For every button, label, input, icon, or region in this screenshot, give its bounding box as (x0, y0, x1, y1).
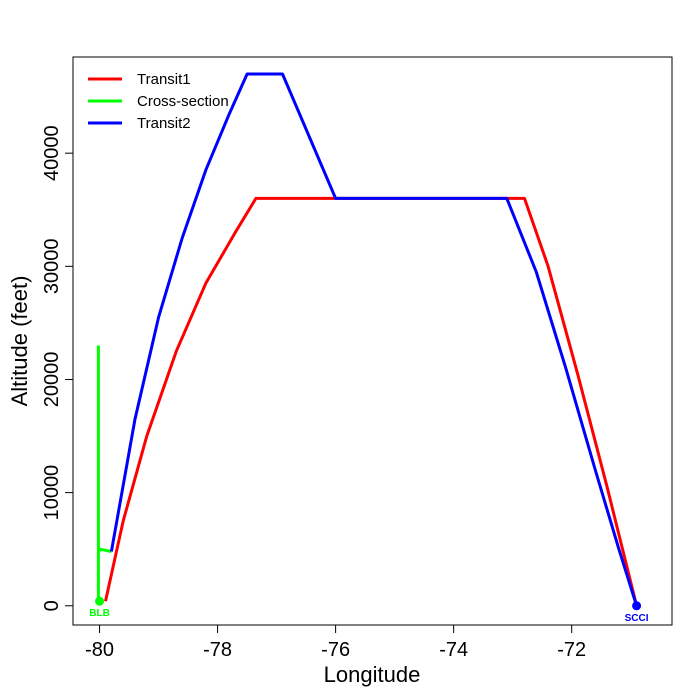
x-axis: -80 -78 -76 -74 -72 (85, 624, 586, 661)
x-tick-label: -76 (321, 639, 350, 661)
point-label-blb: BLB (89, 608, 110, 619)
series-line-transit1 (104, 196, 639, 607)
plot-frame (72, 56, 673, 626)
x-tick-label: -74 (439, 639, 468, 661)
x-tick-label: -80 (85, 639, 114, 661)
series-layer (96, 72, 639, 607)
x-axis-title: Longitude (324, 662, 421, 687)
series-line-transit2 (109, 72, 639, 607)
legend-label-cross-section: Cross-section (137, 93, 229, 110)
legend-label-transit1: Transit1 (137, 71, 191, 88)
x-tick-label: -72 (557, 639, 586, 661)
y-tick-label: 10000 (41, 465, 63, 521)
y-tick-label: 40000 (41, 125, 63, 181)
y-tick-label: 20000 (41, 352, 63, 408)
points-layer: BLB SCCI (89, 596, 649, 624)
point-label-scci: SCCI (625, 613, 649, 624)
x-tick-label: -78 (203, 639, 232, 661)
y-axis: 0 10000 20000 30000 40000 (41, 125, 74, 611)
y-tick-label: 0 (41, 600, 63, 611)
series-line-cross-section-2 (98, 547, 112, 553)
y-axis-title: Altitude (feet) (7, 276, 32, 407)
legend: Transit1 Cross-section Transit2 (88, 71, 229, 132)
point-scci (632, 601, 642, 611)
legend-label-transit2: Transit2 (137, 115, 191, 132)
point-blb (95, 596, 105, 606)
y-tick-label: 30000 (41, 239, 63, 295)
